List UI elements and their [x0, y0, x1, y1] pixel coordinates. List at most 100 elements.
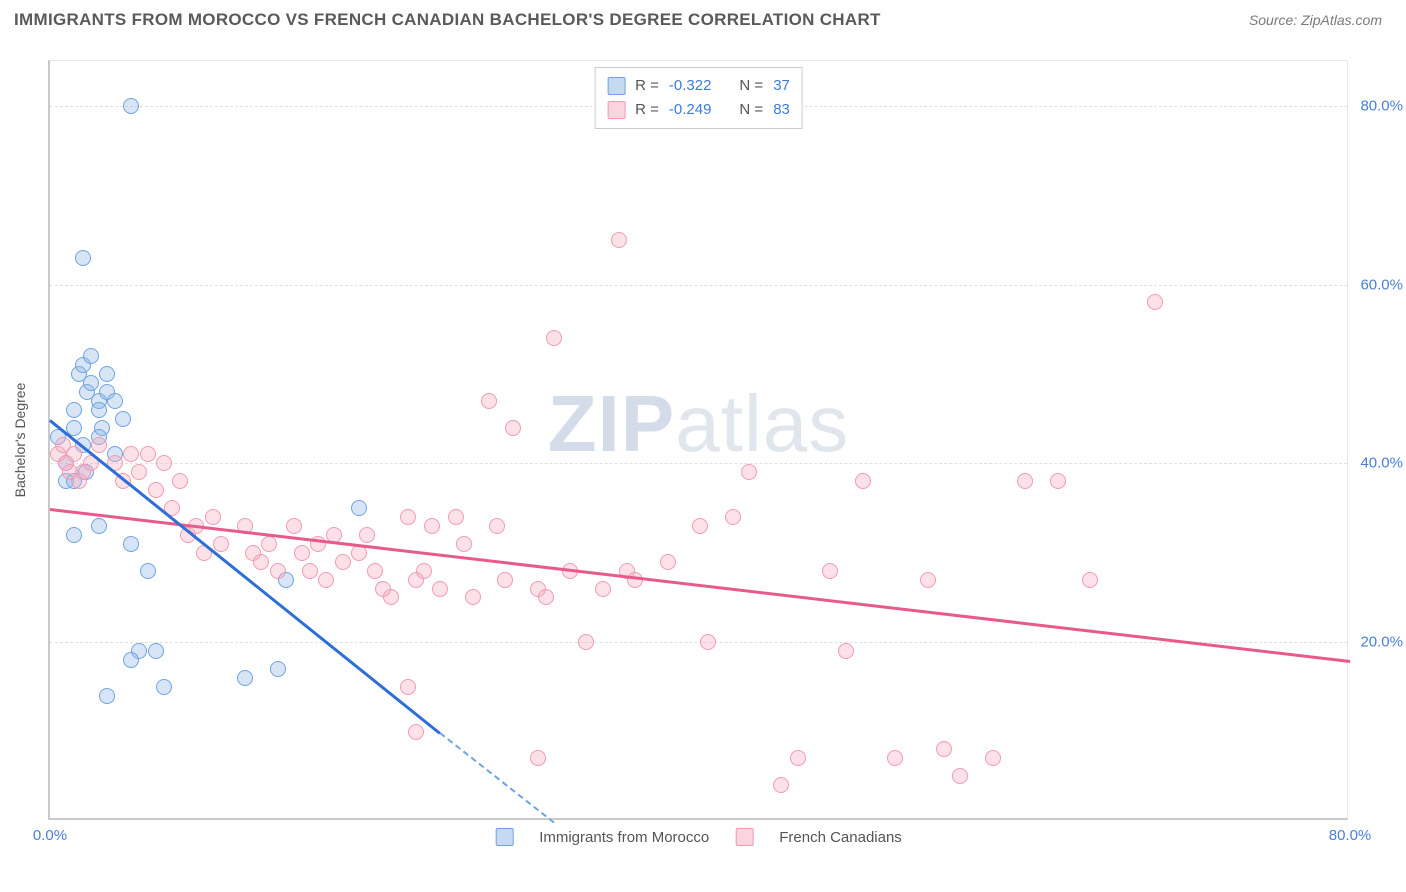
scatter-point [887, 750, 903, 766]
trend-line [439, 732, 554, 823]
scatter-point [692, 518, 708, 534]
scatter-point [107, 393, 123, 409]
y-tick-label: 80.0% [1360, 97, 1403, 114]
scatter-point [148, 643, 164, 659]
scatter-point [270, 563, 286, 579]
r-value: -0.322 [669, 74, 712, 98]
scatter-point [408, 724, 424, 740]
scatter-point [91, 518, 107, 534]
scatter-point [773, 777, 789, 793]
scatter-point [335, 554, 351, 570]
scatter-point [148, 482, 164, 498]
scatter-point [456, 536, 472, 552]
scatter-point [156, 455, 172, 471]
scatter-point [99, 366, 115, 382]
scatter-point [123, 652, 139, 668]
scatter-point [538, 589, 554, 605]
scatter-point [936, 741, 952, 757]
scatter-point [91, 437, 107, 453]
y-tick-label: 60.0% [1360, 276, 1403, 293]
scatter-point [91, 402, 107, 418]
scatter-point [75, 250, 91, 266]
scatter-point [172, 473, 188, 489]
scatter-point [920, 572, 936, 588]
trend-line [49, 419, 441, 734]
scatter-point [294, 545, 310, 561]
gridline [50, 642, 1347, 643]
scatter-point [156, 679, 172, 695]
scatter-point [140, 563, 156, 579]
swatch-icon [495, 828, 513, 846]
scatter-point [700, 634, 716, 650]
y-tick-label: 40.0% [1360, 455, 1403, 472]
swatch-icon [607, 101, 625, 119]
y-tick-label: 20.0% [1360, 634, 1403, 651]
scatter-point [1147, 294, 1163, 310]
scatter-point [66, 446, 82, 462]
scatter-point [270, 661, 286, 677]
scatter-point [400, 679, 416, 695]
r-value: -0.249 [669, 98, 712, 122]
chart-plot-area: Bachelor's Degree ZIPatlas 20.0%40.0%60.… [48, 60, 1348, 820]
scatter-point [83, 348, 99, 364]
scatter-point [725, 509, 741, 525]
scatter-point [99, 688, 115, 704]
scatter-point [416, 563, 432, 579]
scatter-point [578, 634, 594, 650]
swatch-icon [735, 828, 753, 846]
gridline [50, 463, 1347, 464]
scatter-point [489, 518, 505, 534]
scatter-point [530, 750, 546, 766]
chart-title: IMMIGRANTS FROM MOROCCO VS FRENCH CANADI… [14, 10, 881, 30]
scatter-point [367, 563, 383, 579]
legend-label: French Canadians [779, 829, 902, 846]
scatter-point [952, 768, 968, 784]
scatter-point [359, 527, 375, 543]
scatter-point [400, 509, 416, 525]
scatter-point [611, 232, 627, 248]
scatter-point [115, 411, 131, 427]
scatter-point [205, 509, 221, 525]
scatter-point [131, 464, 147, 480]
scatter-point [123, 536, 139, 552]
scatter-point [351, 500, 367, 516]
scatter-point [595, 581, 611, 597]
scatter-point [465, 589, 481, 605]
gridline [50, 285, 1347, 286]
x-tick-label: 80.0% [1329, 827, 1372, 844]
scatter-point [318, 572, 334, 588]
scatter-point [1017, 473, 1033, 489]
scatter-point [448, 509, 464, 525]
chart-source: Source: ZipAtlas.com [1249, 12, 1382, 28]
scatter-point [1050, 473, 1066, 489]
scatter-point [83, 375, 99, 391]
n-value: 83 [773, 98, 790, 122]
x-tick-label: 0.0% [33, 827, 67, 844]
scatter-point [253, 554, 269, 570]
scatter-point [123, 98, 139, 114]
scatter-point [424, 518, 440, 534]
scatter-point [140, 446, 156, 462]
scatter-point [855, 473, 871, 489]
scatter-point [790, 750, 806, 766]
scatter-point [822, 563, 838, 579]
stats-row: R = -0.249 N = 83 [607, 98, 790, 122]
scatter-point [505, 420, 521, 436]
scatter-point [66, 402, 82, 418]
swatch-icon [607, 77, 625, 95]
scatter-point [838, 643, 854, 659]
scatter-point [432, 581, 448, 597]
scatter-point [286, 518, 302, 534]
scatter-point [302, 563, 318, 579]
scatter-point [1082, 572, 1098, 588]
chart-legend: Immigrants from Morocco French Canadians [495, 828, 902, 846]
scatter-point [741, 464, 757, 480]
scatter-point [985, 750, 1001, 766]
scatter-point [383, 589, 399, 605]
y-axis-label: Bachelor's Degree [12, 382, 28, 497]
scatter-point [237, 670, 253, 686]
scatter-point [497, 572, 513, 588]
watermark: ZIPatlas [548, 378, 849, 470]
scatter-point [261, 536, 277, 552]
correlation-stats-box: R = -0.322 N = 37 R = -0.249 N = 83 [594, 67, 803, 129]
